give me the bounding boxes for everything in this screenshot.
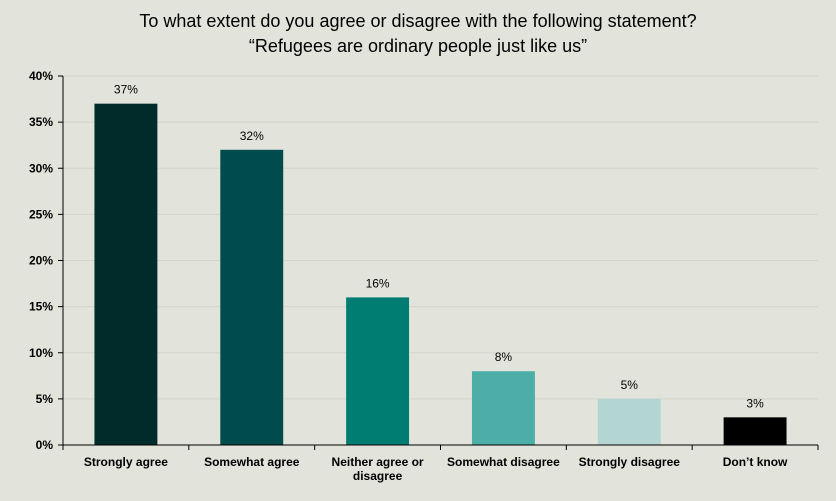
y-tick-label: 15% [29, 300, 53, 314]
y-tick-label: 30% [29, 161, 53, 175]
labels: 0% 5% 10% 15% 20% 25% 30% 35% 40% 37% Strongly agr… [29, 69, 788, 483]
x-category-label: Neither agree or [332, 455, 424, 469]
data-label: 5% [621, 378, 639, 392]
bars [94, 103, 787, 446]
y-tick-label: 5% [36, 392, 54, 406]
data-label: 37% [114, 83, 138, 97]
x-category-label: Strongly disagree [579, 455, 681, 469]
data-label: 8% [495, 350, 513, 364]
x-category-label: Somewhat agree [204, 455, 300, 469]
x-category-label: Strongly agree [84, 455, 168, 469]
bar [471, 371, 535, 445]
bar [94, 103, 158, 446]
data-label: 16% [366, 276, 390, 290]
x-category-label: Somewhat disagree [447, 455, 560, 469]
x-category-label: Don’t know [723, 455, 788, 469]
data-label: 32% [240, 129, 264, 143]
grid-lines [63, 75, 818, 400]
x-category-label: disagree [353, 469, 403, 483]
y-tick-label: 25% [29, 207, 53, 221]
data-label: 3% [746, 396, 764, 410]
chart-title-line-2: “Refugees are ordinary people just like … [249, 36, 587, 56]
axes [58, 75, 819, 450]
y-tick-label: 40% [29, 69, 53, 83]
bar [346, 297, 410, 445]
y-tick-label: 10% [29, 346, 53, 360]
bar [723, 417, 787, 445]
y-tick-label: 35% [29, 115, 53, 129]
y-tick-label: 20% [29, 254, 53, 268]
chart-title-line-1: To what extent do you agree or disagree … [139, 11, 696, 31]
bar [220, 149, 284, 446]
y-tick-label: 0% [36, 438, 54, 452]
bar [597, 398, 661, 445]
